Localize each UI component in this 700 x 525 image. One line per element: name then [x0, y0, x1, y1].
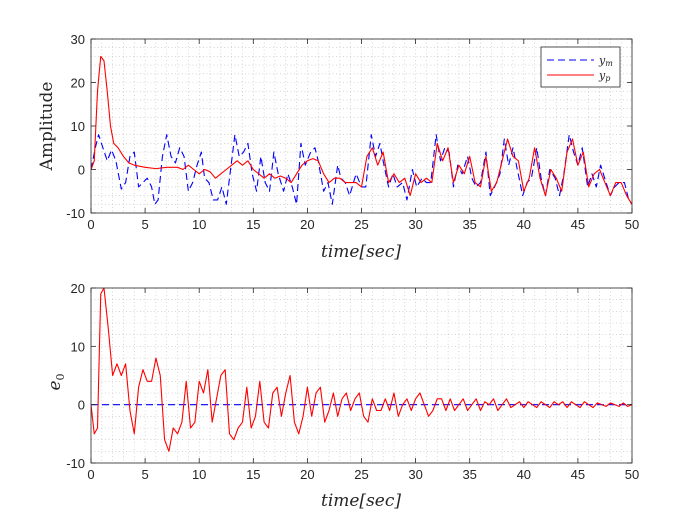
legend-yp-symbol: y — [598, 69, 606, 82]
legend: ym yp — [540, 46, 621, 88]
top-plot-ytick-label: 30 — [71, 32, 85, 47]
top-plot-grid — [90, 38, 633, 214]
top-plot-xtick-label: 25 — [354, 217, 368, 232]
top-plot-ytick-label: 0 — [78, 163, 85, 178]
bottom-plot-xtick-label: 10 — [192, 467, 206, 482]
top-plot-xtick-label: 50 — [625, 217, 639, 232]
top-plot-ylabel: Amplitude — [37, 82, 57, 172]
legend-ym-sub: m — [605, 59, 613, 68]
top-plot-xtick-label: 40 — [517, 217, 531, 232]
top-plot-xtick-label: 45 — [571, 217, 585, 232]
bottom-plot-ylabel-main: e — [45, 380, 65, 390]
bottom-plot-xtick-label: 50 — [625, 467, 639, 482]
bottom-plot-xtick-label: 25 — [354, 467, 368, 482]
bottom-plot-xtick-label: 40 — [517, 467, 531, 482]
bottom-plot-series-line1 — [91, 288, 632, 452]
legend-box — [540, 46, 621, 88]
legend-yp-label: yp — [598, 69, 610, 83]
top-plot-xtick-label: 30 — [408, 217, 422, 232]
bottom-plot-ytick-label: 10 — [71, 339, 85, 354]
legend-ym-label: ym — [598, 54, 613, 68]
bottom-plot-xlabel: time[sec] — [321, 491, 401, 511]
top-plot-xtick-label: 5 — [141, 217, 148, 232]
bottom-plot-ytick-label: 0 — [78, 398, 85, 413]
bottom-plot-ytick-label: 20 — [71, 281, 85, 296]
top-plot-ytick-label: 10 — [71, 119, 85, 134]
top-plot-series-yp — [91, 55, 632, 205]
legend-ym-symbol: y — [598, 54, 606, 67]
top-plot-xtick-label: 35 — [462, 217, 476, 232]
bottom-plot-xtick-label: 15 — [246, 467, 260, 482]
top-plot-xlabel: time[sec] — [321, 242, 401, 262]
top-plot-series-ym — [91, 134, 632, 205]
bottom-plot-ylabel-sub: 0 — [54, 373, 67, 380]
top-plot-xtick-label: 10 — [192, 217, 206, 232]
bottom-plot-ytick-label: -10 — [66, 456, 85, 471]
bottom-plot-xtick-label: 30 — [408, 467, 422, 482]
bottom-plot-xtick-label: 5 — [141, 467, 148, 482]
bottom-plot-xtick-label: 20 — [300, 467, 314, 482]
bottom-plot-ylabel: e0 — [45, 373, 67, 390]
top-plot-ytick-label: -10 — [66, 206, 85, 221]
bottom-plot-series — [91, 288, 632, 452]
top-plot-xtick-label: 20 — [300, 217, 314, 232]
top-plot-series — [91, 55, 632, 205]
bottom-plot-xtick-label: 0 — [87, 467, 94, 482]
top-plot-ytick-label: 20 — [71, 76, 85, 91]
bottom-plot-xtick-label: 35 — [462, 467, 476, 482]
bottom-plot-xtick-label: 45 — [571, 467, 585, 482]
top-plot-xtick-label: 15 — [246, 217, 260, 232]
top-plot-xtick-label: 0 — [87, 217, 94, 232]
legend-yp-sub: p — [605, 74, 610, 83]
